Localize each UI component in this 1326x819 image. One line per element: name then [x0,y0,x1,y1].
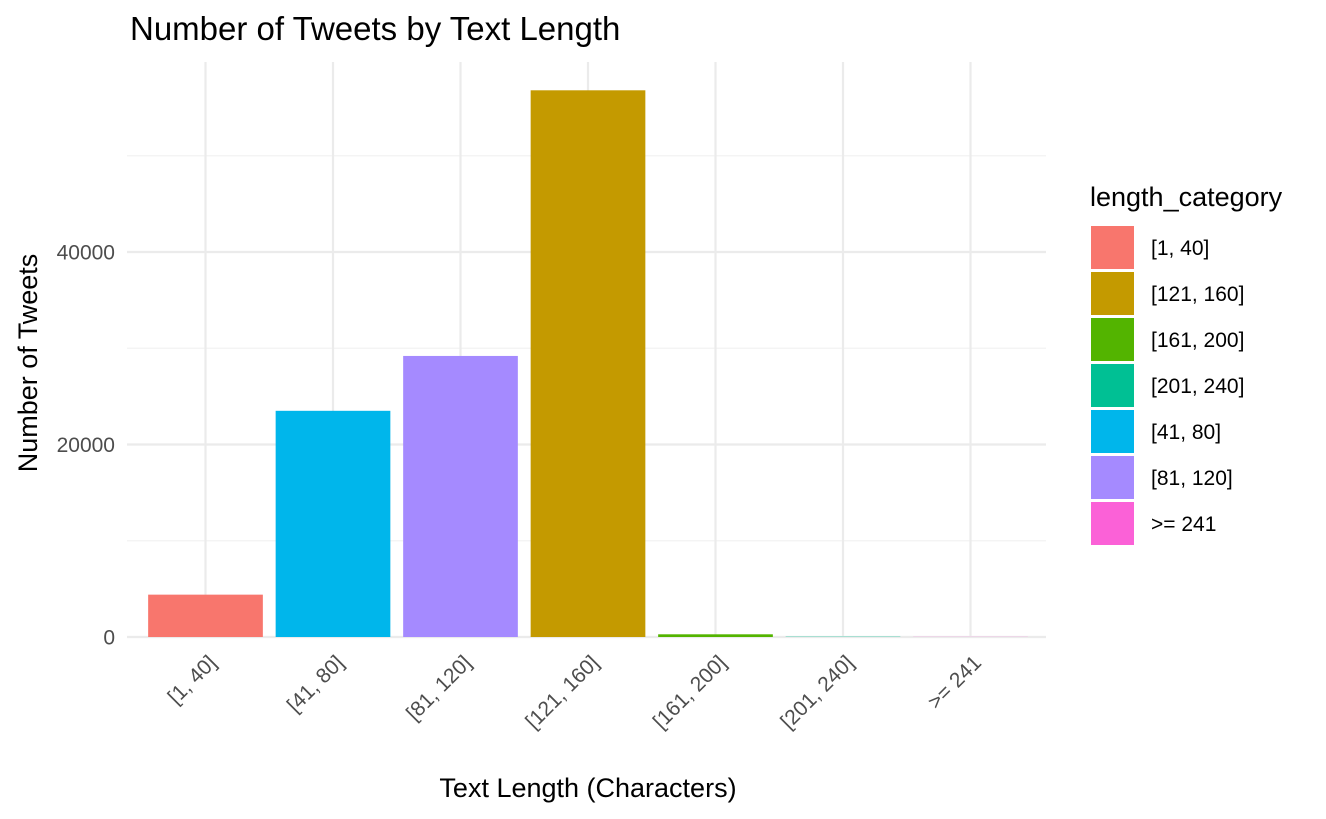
legend-label: [1, 40] [1151,237,1209,260]
legend-label: [201, 240] [1151,375,1244,398]
legend-label: [81, 120] [1151,467,1233,490]
x-tick-label: >= 241 [924,651,987,714]
legend-key [1091,410,1134,453]
x-axis-ticks: [1, 40] [41, 80] [81, 120] [121, 160] [161, … [163,651,986,733]
bar [148,594,263,637]
bar [658,634,773,637]
y-tick-label: 0 [103,627,115,650]
x-tick-label: [121, 160] [521,651,603,733]
x-axis-title: Text Length (Characters) [439,773,736,803]
x-tick-label: [201, 240] [776,651,858,733]
x-tick-label: [81, 120] [402,651,476,725]
legend: length_category [1, 40] [121, 160] [161, 2… [1090,182,1283,545]
y-axis-ticks: 0 20000 40000 [57,242,115,650]
y-tick-label: 40000 [57,242,115,265]
legend-label: >= 241 [1151,513,1216,536]
legend-key [1091,318,1134,361]
legend-label: [41, 80] [1151,421,1221,444]
legend-key [1091,456,1134,499]
legend-key [1091,272,1134,315]
bars [148,90,1028,638]
legend-title: length_category [1090,182,1283,212]
chart-title: Number of Tweets by Text Length [130,10,620,47]
x-tick-label: [41, 80] [283,651,349,717]
bar [403,355,518,637]
legend-label: [121, 160] [1151,283,1244,306]
legend-key [1091,226,1134,269]
bar [530,90,646,638]
x-tick-label: [1, 40] [163,651,221,709]
legend-label: [161, 200] [1151,329,1244,352]
y-axis-title: Number of Tweets [13,254,43,473]
x-tick-label: [161, 200] [649,651,731,733]
bar [275,410,391,637]
legend-key [1091,364,1134,407]
legend-key [1091,502,1134,545]
y-tick-label: 20000 [57,434,115,457]
legend-items: [1, 40] [121, 160] [161, 200] [201, 240] [41… [1091,226,1244,545]
